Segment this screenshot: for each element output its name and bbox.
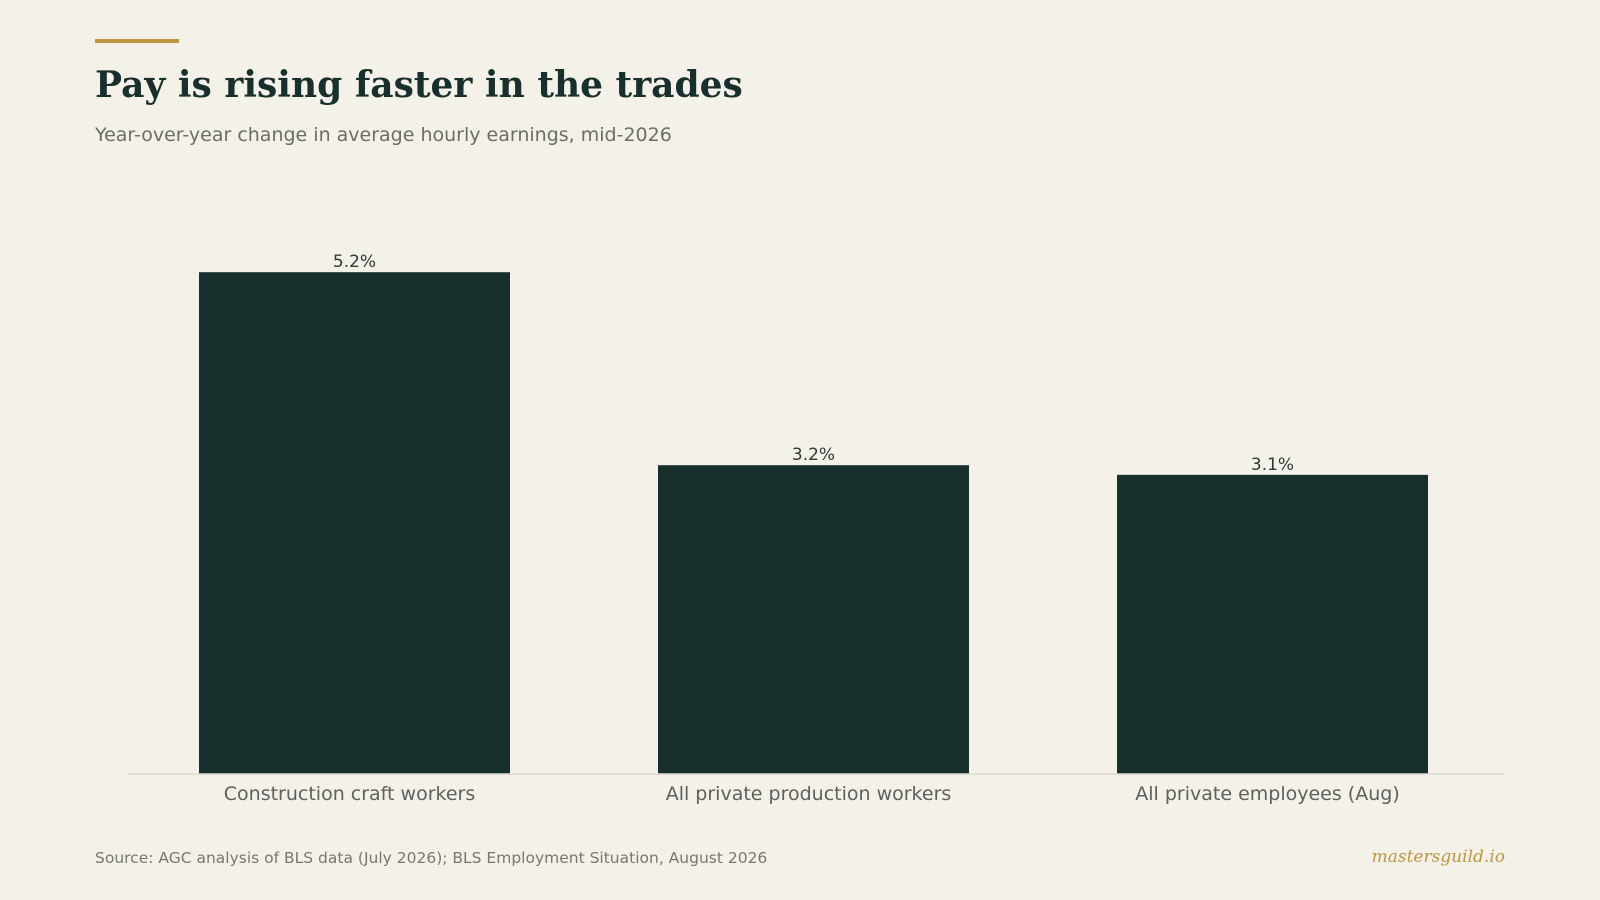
bar-value-label-3: 3.1% [1251, 455, 1294, 475]
bars-group [199, 272, 1428, 774]
bar-2 [658, 465, 969, 774]
labels-group: 5.2% Construction craft workers 3.2% All pr… [224, 252, 1400, 805]
chart-subtitle: Year-over-year change in average hourly … [95, 124, 672, 146]
bar-value-label-1: 5.2% [333, 252, 376, 272]
accent-rule [95, 39, 179, 43]
category-label-3: All private employees (Aug) [1135, 783, 1399, 805]
bar-value-label-2: 3.2% [792, 445, 835, 465]
bar-3 [1117, 474, 1428, 774]
source-note: Source: AGC analysis of BLS data (July 2… [95, 849, 768, 867]
category-label-2: All private production workers [666, 783, 952, 805]
brand-logo-text: mastersguild.io [1371, 847, 1505, 867]
chart-title: Pay is rising faster in the trades [95, 64, 743, 106]
category-label-1: Construction craft workers [224, 783, 475, 805]
bar-1 [199, 272, 510, 774]
